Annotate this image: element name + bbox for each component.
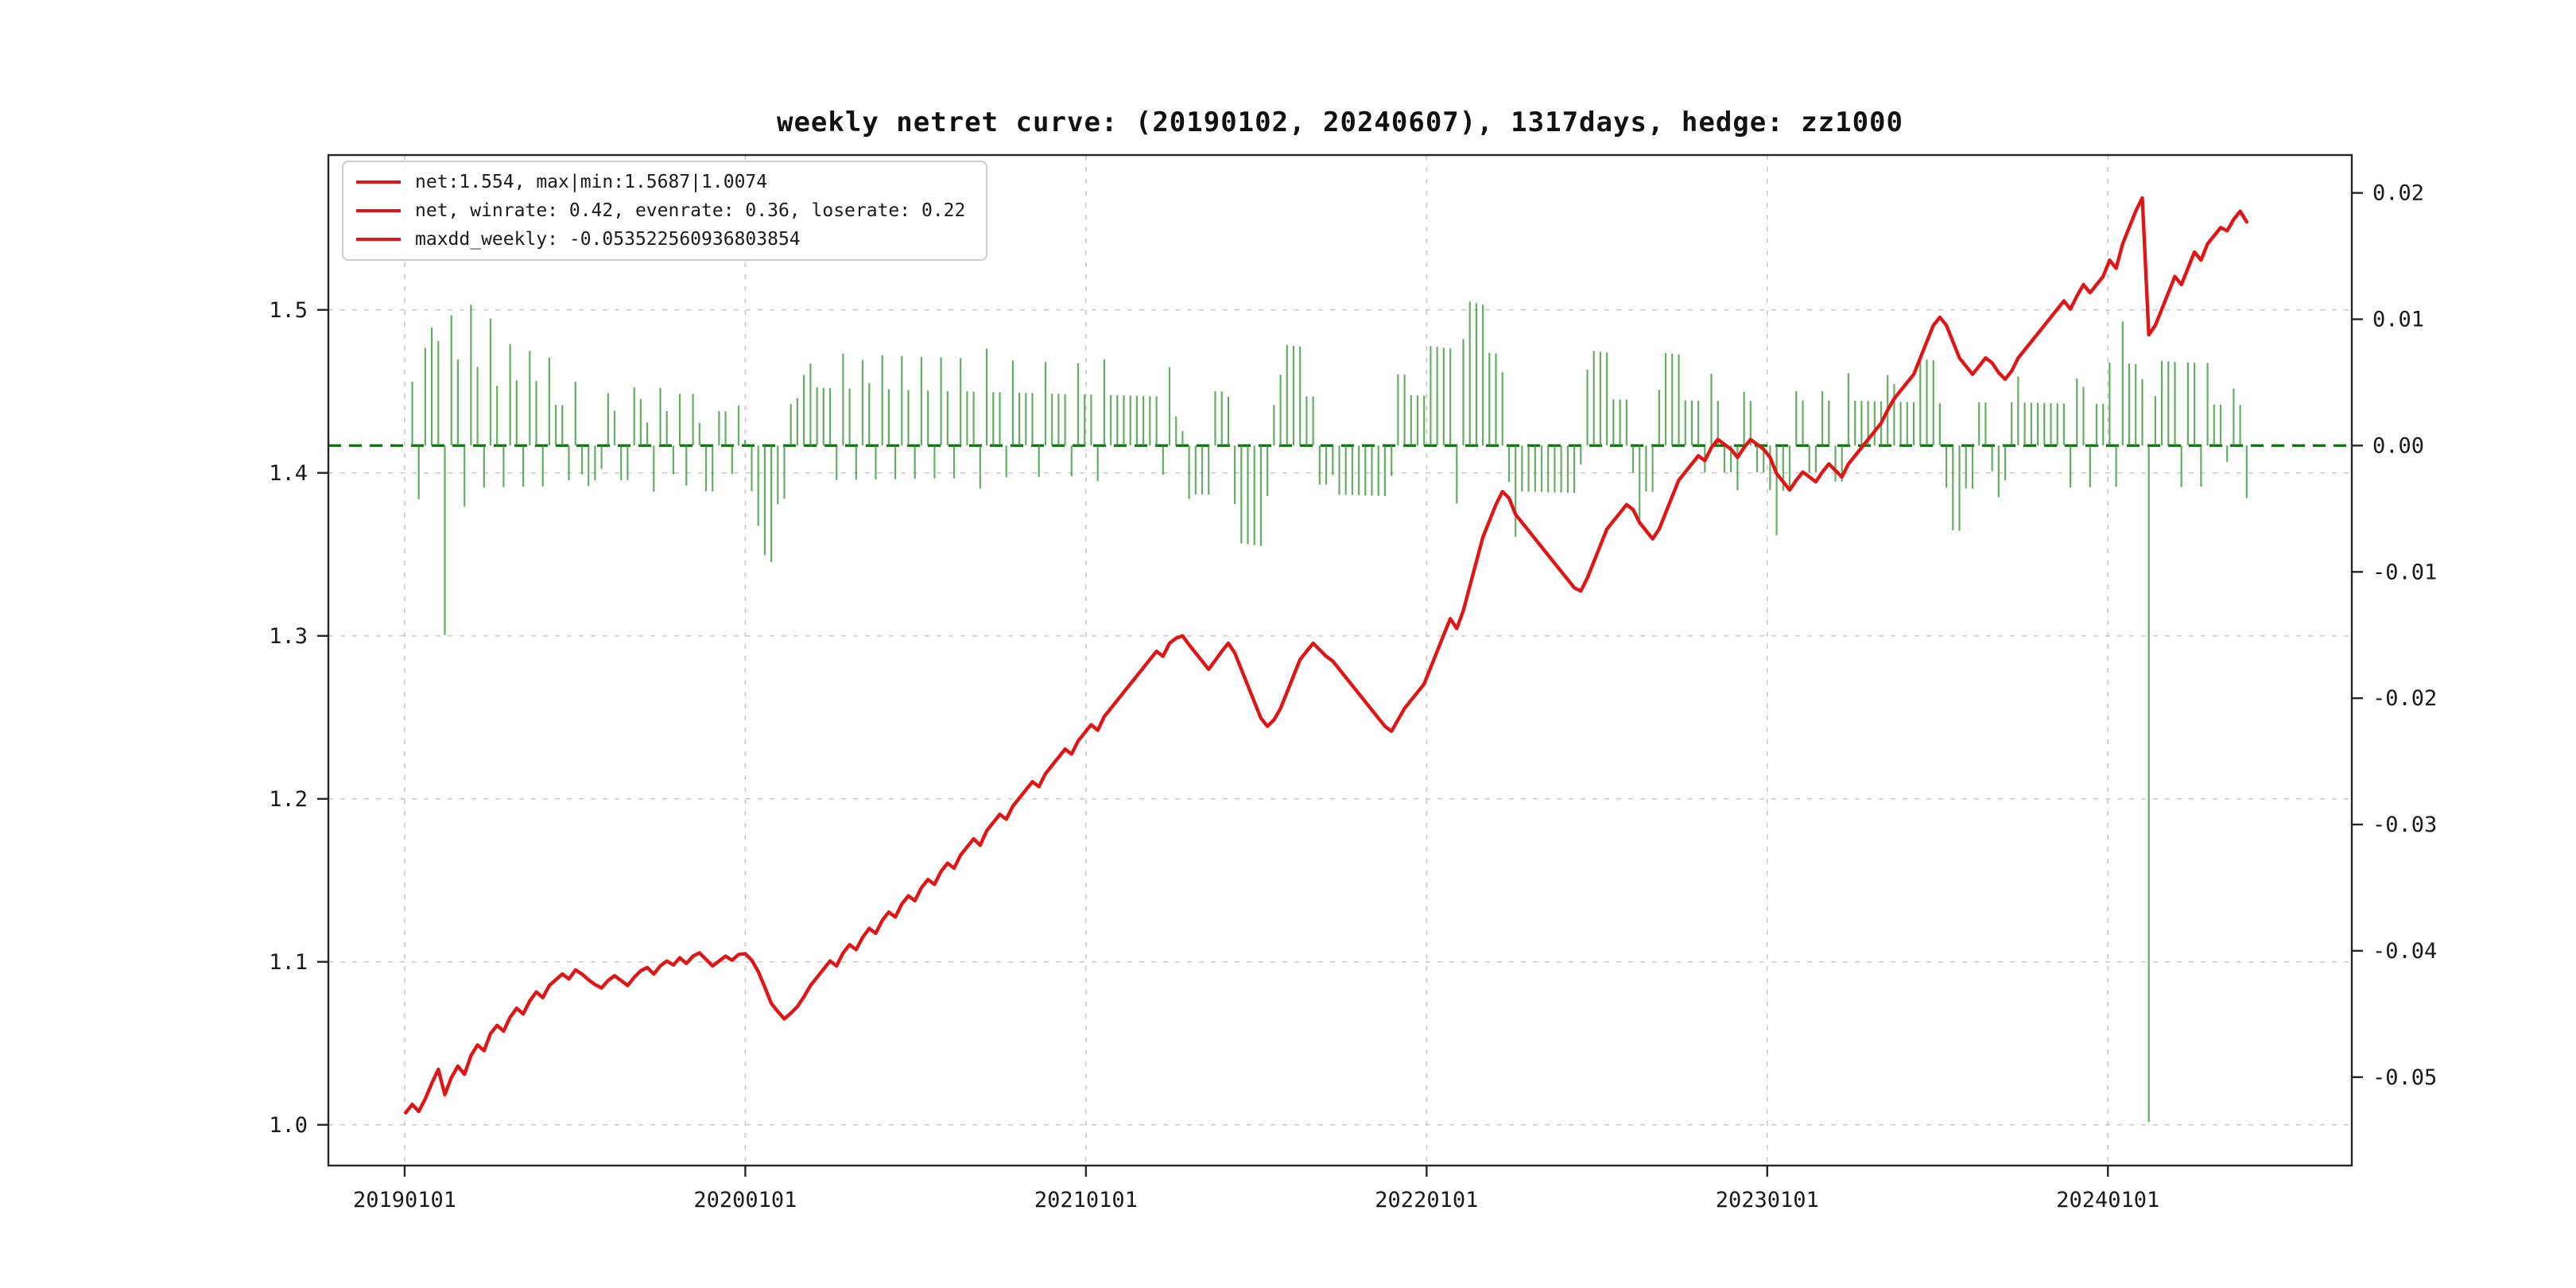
x-tick-label: 20230101 xyxy=(1716,1188,1819,1212)
right-tick-label: -0.03 xyxy=(2372,813,2437,837)
right-tick-label: -0.04 xyxy=(2372,939,2437,964)
legend-item: net:1.554, max|min:1.5687|1.0074 xyxy=(356,172,965,192)
left-tick-label: 1.3 xyxy=(269,624,308,649)
left-tick-label: 1.5 xyxy=(269,298,308,323)
right-tick-label: 0.01 xyxy=(2372,308,2424,332)
net-curve-line xyxy=(404,196,2249,1115)
plot-border xyxy=(327,153,2353,1167)
right-tick-label: -0.05 xyxy=(2372,1065,2437,1090)
legend: net:1.554, max|min:1.5687|1.0074 net, win… xyxy=(342,161,988,261)
x-tick-label: 20210101 xyxy=(1034,1188,1138,1212)
legend-item-label: maxdd_weekly: -0.053522560936803854 xyxy=(415,229,801,250)
x-tick-label: 20200101 xyxy=(693,1188,797,1212)
left-tick-label: 1.2 xyxy=(269,787,308,812)
x-tick-label: 20190101 xyxy=(353,1188,456,1212)
legend-item-label: net, winrate: 0.42, evenrate: 0.36, lose… xyxy=(415,200,966,221)
right-tick-label: -0.01 xyxy=(2372,560,2437,584)
x-tick-label: 20240101 xyxy=(2056,1188,2159,1212)
left-tick-label: 1.0 xyxy=(269,1113,308,1138)
legend-item: maxdd_weekly: -0.053522560936803854 xyxy=(356,229,965,250)
chart-title: weekly netret curve: (20190102, 20240607… xyxy=(776,107,1903,138)
left-tick-label: 1.1 xyxy=(269,950,308,975)
legend-line-swatch xyxy=(356,180,401,184)
legend-line-swatch xyxy=(356,209,401,212)
left-tick-label: 1.4 xyxy=(269,461,308,486)
legend-item-label: net:1.554, max|min:1.5687|1.0074 xyxy=(415,172,768,192)
legend-item: net, winrate: 0.42, evenrate: 0.36, lose… xyxy=(356,200,965,221)
right-tick-label: 0.02 xyxy=(2372,181,2424,206)
right-tick-label: 0.00 xyxy=(2372,433,2424,458)
legend-line-swatch xyxy=(356,238,401,241)
x-tick-label: 20220101 xyxy=(1375,1188,1478,1212)
right-tick-label: -0.02 xyxy=(2372,686,2437,711)
